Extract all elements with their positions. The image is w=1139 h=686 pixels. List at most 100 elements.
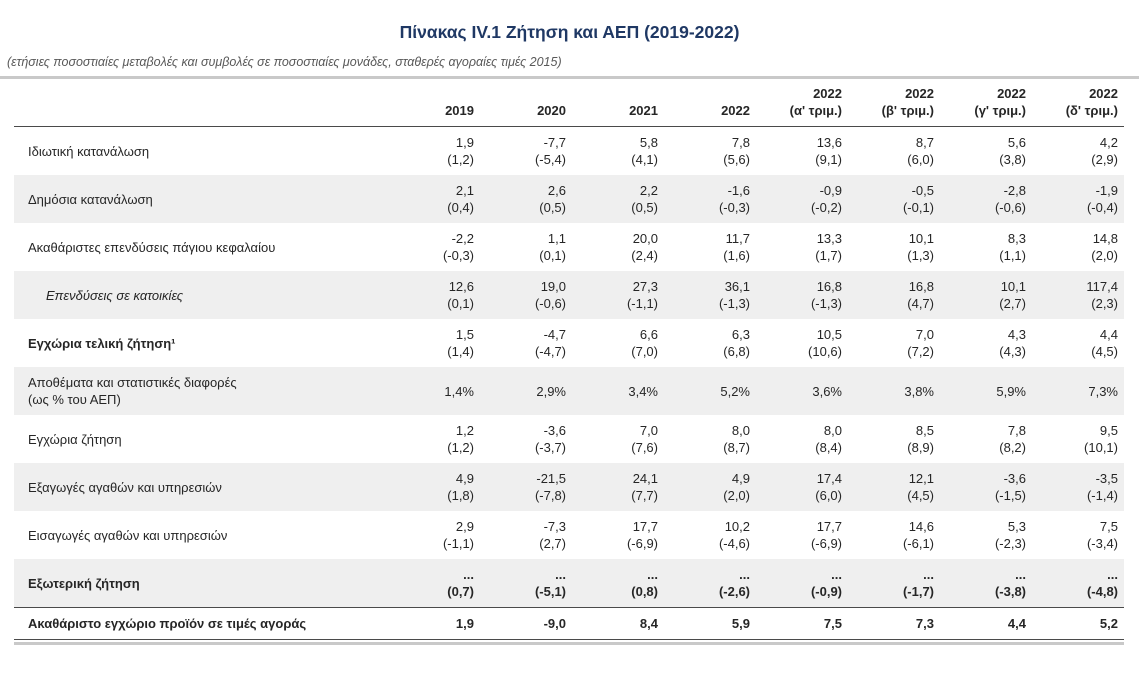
value-main: 9,5 (1099, 423, 1118, 438)
value-main: 6,6 (639, 327, 658, 342)
row-label: Δημόσια κατανάλωση (28, 191, 153, 207)
value-main: ... (1015, 567, 1026, 582)
table-row: Δημόσια κατανάλωση 2,1 (0,4) 2,6 (0,5) 2,2 (0,… (14, 175, 1124, 223)
column-header: 2020 (480, 79, 572, 127)
value-cell: ... (-3,8) (940, 559, 1032, 608)
value-main: 5,9 (731, 616, 750, 631)
row-label: Ακαθάριστες επενδύσεις πάγιου κεφαλαίου (28, 239, 276, 255)
value-cell: 117,4 (2,3) (1032, 271, 1124, 319)
value-main: 12,6 (448, 279, 474, 294)
value-main: -1,9 (1095, 183, 1118, 198)
value-main: 14,6 (908, 519, 934, 534)
value-main: 17,4 (816, 471, 842, 486)
table-body: Ιδιωτική κατανάλωση 1,9 (1,2) -7,7 (-5,4) 5,8… (14, 127, 1124, 640)
value-cell: 7,3 (848, 607, 940, 640)
value-cell: 1,1 (0,1) (480, 223, 572, 271)
value-cell: 5,2 (1032, 607, 1124, 640)
header-row: 2019 2020 2021 2022 2022 (α' τριμ.) 2022 (β' τρ… (14, 79, 1124, 127)
value-main: 6,3 (731, 327, 750, 342)
value-contribution: (7,2) (907, 344, 934, 359)
value-cell: 5,8 (4,1) (572, 127, 664, 176)
value-cell: -9,0 (480, 607, 572, 640)
column-header-year: 2022 (905, 86, 934, 101)
value-contribution: (-0,2) (810, 200, 842, 215)
value-contribution: (6,0) (815, 488, 842, 503)
value-cell: 8,3 (1,1) (940, 223, 1032, 271)
value-cell: 11,7 (1,6) (664, 223, 756, 271)
table-row: Ακαθάριστο εγχώριο προϊόν σε τιμές αγορά… (14, 607, 1124, 640)
value-cell: 20,0 (2,4) (572, 223, 664, 271)
column-header-quarter: (α' τριμ.) (789, 103, 842, 118)
value-main: 5,2% (720, 383, 750, 399)
value-contribution: (-5,4) (534, 152, 566, 167)
table-subtitle: (ετήσιες ποσοστιαίες μεταβολές και συμβο… (7, 55, 562, 69)
value-cell: 5,2% (664, 367, 756, 415)
row-label: Εξαγωγές αγαθών και υπηρεσιών (28, 479, 222, 495)
value-main: 8,4 (639, 616, 658, 631)
value-main: 4,9 (455, 471, 474, 486)
column-header: 2022 (β' τριμ.) (848, 79, 940, 127)
value-contribution: (-1,5) (994, 488, 1026, 503)
row-label: Εξωτερική ζήτηση (28, 575, 140, 591)
value-contribution: (-3,8) (994, 584, 1026, 599)
value-contribution: (-1,1) (626, 296, 658, 311)
row-label: Εγχώρια τελική ζήτηση¹ (28, 335, 176, 351)
value-cell: -3,6 (-1,5) (940, 463, 1032, 511)
value-main: 8,7 (915, 135, 934, 150)
value-contribution: (1,1) (999, 248, 1026, 263)
value-contribution: (7,6) (631, 440, 658, 455)
value-main: 7,5 (823, 616, 842, 631)
column-header: 2022 (α' τριμ.) (756, 79, 848, 127)
value-cell: 27,3 (-1,1) (572, 271, 664, 319)
value-contribution: (-0,4) (1086, 200, 1118, 215)
value-contribution: (-5,1) (534, 584, 566, 599)
value-main: ... (555, 567, 566, 582)
value-cell: -2,8 (-0,6) (940, 175, 1032, 223)
value-contribution: (2,9) (1091, 152, 1118, 167)
value-main: 7,3% (1088, 383, 1118, 399)
value-contribution: (10,1) (1084, 440, 1118, 455)
value-main: ... (739, 567, 750, 582)
value-cell: 3,6% (756, 367, 848, 415)
value-cell: 7,5 (-3,4) (1032, 511, 1124, 559)
value-main: 10,1 (1000, 279, 1026, 294)
value-main: 117,4 (1086, 279, 1118, 294)
value-main: ... (831, 567, 842, 582)
value-contribution: (-2,6) (718, 584, 750, 599)
value-contribution: (0,5) (539, 200, 566, 215)
value-main: -1,6 (727, 183, 750, 198)
subtitle-divider (0, 76, 1139, 79)
value-contribution: (1,2) (447, 440, 474, 455)
value-cell: -3,5 (-1,4) (1032, 463, 1124, 511)
value-contribution: (8,7) (723, 440, 750, 455)
table-row: Ιδιωτική κατανάλωση 1,9 (1,2) -7,7 (-5,4) 5,8… (14, 127, 1124, 176)
report-page: Πίνακας IV.1 Ζήτηση και ΑΕΠ (2019-2022) … (0, 22, 1139, 645)
value-main: 8,3 (1007, 231, 1026, 246)
value-contribution: (2,4) (631, 248, 658, 263)
value-contribution: (-1,3) (810, 296, 842, 311)
value-cell: 8,7 (6,0) (848, 127, 940, 176)
value-contribution: (-0,6) (994, 200, 1026, 215)
value-main: -2,8 (1003, 183, 1026, 198)
value-cell: 4,2 (2,9) (1032, 127, 1124, 176)
value-contribution: (-1,4) (1086, 488, 1118, 503)
value-cell: ... (0,7) (388, 559, 480, 608)
value-cell: 14,8 (2,0) (1032, 223, 1124, 271)
value-cell: -4,7 (-4,7) (480, 319, 572, 367)
row-label: Ιδιωτική κατανάλωση (28, 143, 150, 159)
value-cell: 8,5 (8,9) (848, 415, 940, 463)
value-main: 4,3 (1007, 327, 1026, 342)
value-contribution: (8,2) (999, 440, 1026, 455)
value-cell: 1,9 (1,2) (388, 127, 480, 176)
value-main: 17,7 (816, 519, 842, 534)
value-main: 13,3 (816, 231, 842, 246)
row-label: Αποθέματα και στατιστικές διαφορές (ως % … (14, 367, 388, 415)
value-main: 3,8% (904, 383, 934, 399)
value-contribution: (-4,8) (1086, 584, 1118, 599)
value-cell: 1,2 (1,2) (388, 415, 480, 463)
value-cell: -2,2 (-0,3) (388, 223, 480, 271)
value-contribution: (1,4) (447, 344, 474, 359)
table-row: Εγχώρια τελική ζήτηση¹ 1,5 (1,4) -4,7 (-4,7)… (14, 319, 1124, 367)
value-cell: 5,3 (-2,3) (940, 511, 1032, 559)
column-header: 2022 (γ' τριμ.) (940, 79, 1032, 127)
